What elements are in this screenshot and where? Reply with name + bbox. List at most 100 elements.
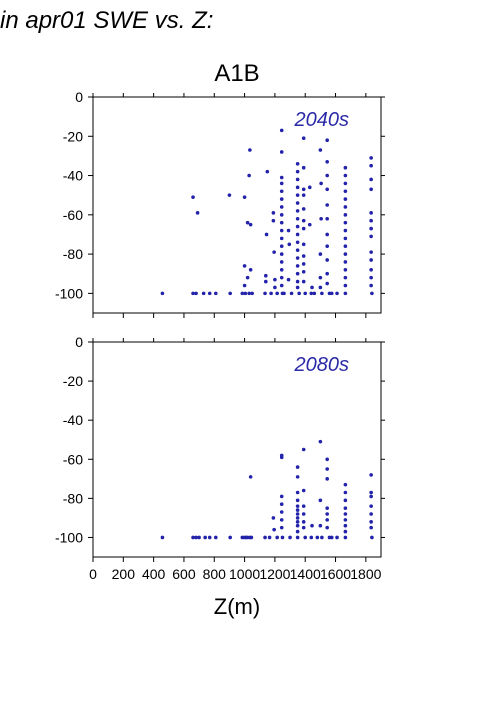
data-point [295, 523, 300, 528]
data-point [329, 535, 334, 540]
data-point [343, 205, 348, 209]
data-point [325, 173, 329, 178]
x-axis-label: Z(m) [214, 594, 260, 619]
data-point [325, 512, 329, 516]
data-point [301, 218, 306, 223]
data-point [248, 148, 252, 152]
data-point [279, 213, 284, 217]
data-point [301, 279, 306, 284]
data-point [303, 291, 308, 296]
data-point [295, 224, 300, 229]
data-point [279, 175, 284, 180]
data-point [343, 197, 348, 201]
x-tick-label: 1800 [350, 566, 381, 582]
data-point [369, 250, 373, 254]
data-point [275, 291, 279, 296]
data-point [242, 283, 247, 288]
data-point [242, 264, 247, 268]
data-point [242, 195, 247, 199]
data-point [320, 291, 324, 296]
data-point [191, 291, 195, 296]
data-point [325, 477, 329, 481]
data-point [273, 277, 277, 282]
data-point [160, 535, 165, 540]
data-point [343, 283, 348, 288]
data-point [369, 275, 373, 280]
y-tick-label: -20 [63, 373, 83, 389]
data-point [247, 291, 251, 296]
data-point [343, 506, 348, 510]
data-point [343, 220, 348, 225]
data-point [279, 189, 284, 194]
data-point [315, 535, 320, 540]
data-point [369, 520, 373, 524]
data-point [279, 150, 284, 154]
data-point [343, 260, 348, 264]
data-point [279, 181, 284, 186]
data-point [191, 535, 195, 540]
data-point [303, 535, 308, 540]
y-tick-label: -80 [63, 246, 83, 262]
data-point [282, 291, 286, 296]
panel-2040s: 0 -20 -40 -60 -80 -100 2040s [55, 89, 385, 318]
data-point [191, 195, 195, 199]
data-point [369, 490, 373, 495]
data-point [279, 525, 284, 530]
data-point [227, 193, 232, 197]
data-point [295, 209, 300, 213]
data-point [297, 291, 301, 296]
data-point [369, 177, 373, 182]
data-point [286, 277, 291, 282]
data-point [343, 244, 348, 249]
data-point [318, 148, 323, 152]
data-point [325, 258, 329, 262]
data-point [343, 498, 348, 503]
data-point [369, 211, 373, 215]
data-point [264, 273, 268, 278]
data-point [301, 488, 306, 493]
data-point [287, 242, 292, 247]
data-point [369, 525, 373, 530]
data-point [301, 262, 306, 266]
y-tick-label: -100 [55, 529, 83, 545]
data-point [264, 232, 269, 237]
data-point [369, 494, 373, 499]
data-point [369, 258, 373, 262]
data-point [207, 535, 212, 540]
data-point [248, 268, 253, 272]
data-point [295, 508, 300, 512]
data-point [279, 510, 284, 514]
data-point [295, 216, 300, 221]
data-point [295, 535, 300, 540]
data-point [325, 232, 329, 237]
y-tick-label: -60 [63, 451, 83, 467]
data-point [301, 226, 306, 231]
data-point [263, 291, 267, 296]
data-point [195, 211, 200, 215]
data-point [245, 275, 250, 280]
data-point [301, 254, 306, 258]
data-point [369, 163, 373, 168]
data-point [325, 467, 329, 471]
figure-header: in apr01 SWE vs. Z: [0, 7, 213, 34]
data-point [343, 529, 348, 534]
data-point [343, 173, 348, 178]
period-label: 2080s [294, 354, 350, 376]
data-point [343, 518, 348, 522]
y-tick-label: -60 [63, 207, 83, 223]
data-point [201, 291, 206, 296]
data-point [272, 250, 276, 254]
x-tick-label: 0 [89, 566, 97, 582]
data-point [213, 535, 218, 540]
data-point [295, 520, 300, 524]
plot-frame [92, 341, 382, 558]
data-point [329, 291, 334, 296]
data-point [275, 535, 279, 540]
data-point [318, 252, 323, 256]
data-point [272, 527, 276, 532]
data-point [301, 520, 306, 524]
data-point [228, 535, 232, 540]
data-point [343, 291, 348, 296]
data-point [265, 169, 270, 174]
data-point [273, 285, 277, 290]
